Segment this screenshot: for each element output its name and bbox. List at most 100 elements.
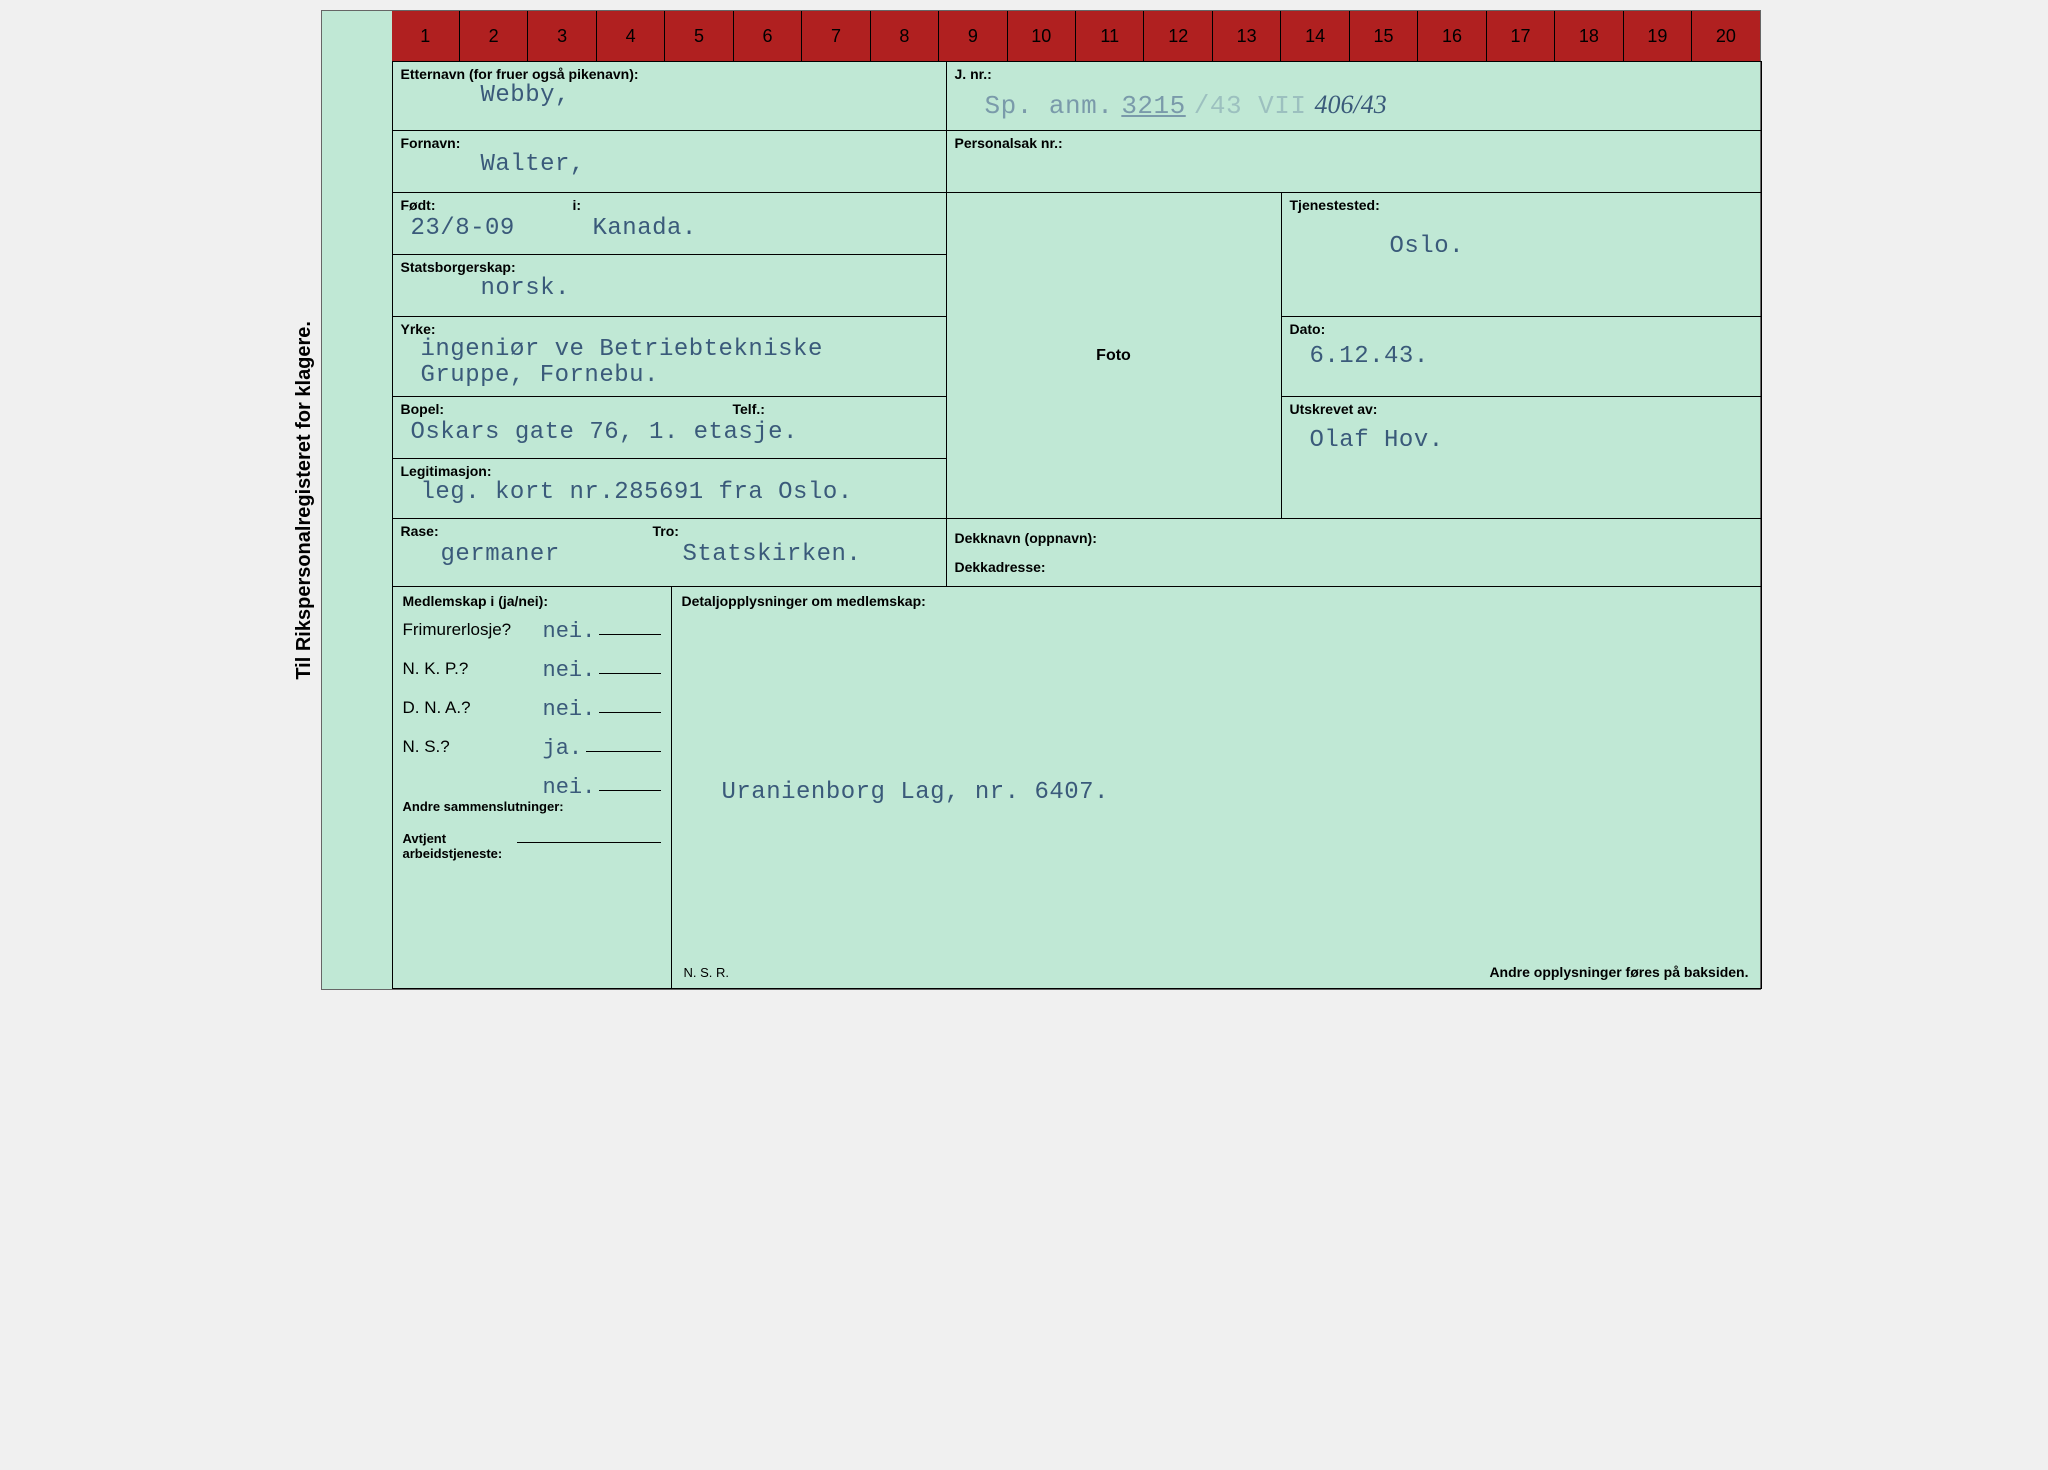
- field-fornavn: Fornavn: Walter,: [392, 131, 947, 193]
- value-dato: 6.12.43.: [1290, 337, 1753, 370]
- side-label: Til Rikspersonalregisteret for klagere.: [288, 311, 321, 690]
- label-ns: N. S.?: [403, 737, 543, 757]
- label-fodt: Født:: [401, 197, 436, 213]
- field-yrke: Yrke: ingeniør ve Betriebtekniske Gruppe…: [392, 317, 947, 397]
- field-utskrevet: Utskrevet av: Olaf Hov.: [1282, 397, 1762, 519]
- ruler-cell: 8: [871, 11, 939, 61]
- label-rase: Rase:: [401, 523, 439, 539]
- value-details-ns: Uranienborg Lag, nr. 6407.: [682, 609, 1751, 806]
- field-medlemskap: Medlemskap i (ja/nei): Frimurerlosje? ne…: [392, 587, 672, 989]
- label-foto: Foto: [1096, 347, 1131, 365]
- underline: [517, 842, 661, 843]
- value-ns: ja.: [543, 736, 583, 761]
- card-wrapper: Til Rikspersonalregisteret for klagere. …: [288, 10, 1761, 990]
- left-margin: [322, 61, 392, 989]
- label-legitimasjon: Legitimasjon:: [401, 463, 938, 479]
- label-dekkadresse: Dekkadresse:: [955, 559, 1753, 575]
- ruler-gap: [322, 11, 392, 61]
- field-dato: Dato: 6.12.43.: [1282, 317, 1762, 397]
- underline: [599, 673, 660, 674]
- label-jnr: J. nr.:: [955, 66, 1753, 82]
- field-jnr: J. nr.: Sp. anm. 3215 /43 VII 406/43: [947, 61, 1762, 131]
- registration-card: 1 2 3 4 5 6 7 8 9 10 11 12 13 14 15 16 1…: [321, 10, 1761, 990]
- value-nkp: nei.: [543, 658, 596, 683]
- label-yrke: Yrke:: [401, 321, 938, 337]
- label-telf: Telf.:: [733, 401, 765, 417]
- ruler-cell: 5: [665, 11, 733, 61]
- membership-row-andre-value: nei.: [403, 773, 661, 798]
- label-bopel: Bopel:: [401, 401, 445, 417]
- label-dna: D. N. A.?: [403, 698, 543, 718]
- label-nkp: N. K. P.?: [403, 659, 543, 679]
- label-nsr: N. S. R.: [684, 965, 730, 980]
- label-dekknavn: Dekknavn (oppnavn):: [955, 530, 1753, 546]
- value-frimurer: nei.: [543, 619, 596, 644]
- field-rase: Rase: Tro: germaner Statskirken.: [392, 519, 947, 587]
- rase-values-row: germaner Statskirken.: [401, 541, 938, 568]
- value-fodt: 23/8-09: [401, 215, 515, 242]
- field-details: Detaljopplysninger om medlemskap: Uranie…: [672, 587, 1762, 989]
- value-rase: germaner: [401, 541, 560, 568]
- field-dekknavn: Dekknavn (oppnavn): Dekkadresse:: [947, 519, 1762, 587]
- label-avtjent: Avtjent arbeidstjeneste:: [403, 832, 513, 861]
- jnr-content: Sp. anm. 3215 /43 VII 406/43: [955, 82, 1753, 121]
- ruler-cell: 1: [392, 11, 460, 61]
- ruler-cell: 19: [1624, 11, 1692, 61]
- ruler-cell: 18: [1555, 11, 1623, 61]
- underline: [599, 634, 660, 635]
- underline: [586, 751, 660, 752]
- jnr-suffix: /43 VII: [1194, 91, 1307, 121]
- field-fodt: Født: i: 23/8-09 Kanada.: [392, 193, 947, 255]
- label-utskrevet: Utskrevet av:: [1290, 401, 1753, 417]
- membership-row-ns: N. S.? ja.: [403, 734, 661, 759]
- field-etternavn: Etternavn (for fruer også pikenavn): Web…: [392, 61, 947, 131]
- value-dna: nei.: [543, 697, 596, 722]
- underline: [599, 712, 660, 713]
- field-tjenestested: Tjenestested: Oslo.: [1282, 193, 1762, 317]
- jnr-handwritten: 406/43: [1314, 90, 1386, 120]
- value-utskrevet: Olaf Hov.: [1290, 417, 1753, 454]
- label-tjenestested: Tjenestested:: [1290, 197, 1753, 213]
- ruler-cell: 2: [460, 11, 528, 61]
- label-footer: Andre opplysninger føres på baksiden.: [1489, 964, 1748, 980]
- membership-row-avtjent: Avtjent arbeidstjeneste:: [403, 832, 661, 861]
- ruler-cell: 9: [939, 11, 1007, 61]
- field-statsborgerskap: Statsborgerskap: norsk.: [392, 255, 947, 317]
- jnr-number: 3215: [1121, 91, 1185, 121]
- value-statsborgerskap: norsk.: [401, 275, 938, 302]
- membership-row-nkp: N. K. P.? nei.: [403, 656, 661, 681]
- label-statsborgerskap: Statsborgerskap:: [401, 259, 938, 275]
- membership-row-dna: D. N. A.? nei.: [403, 695, 661, 720]
- field-foto: Foto: [947, 193, 1282, 519]
- label-details: Detaljopplysninger om medlemskap:: [682, 593, 1751, 609]
- ruler-cell: 15: [1350, 11, 1418, 61]
- label-fornavn: Fornavn:: [401, 135, 938, 151]
- value-tro: Statskirken.: [683, 541, 862, 568]
- ruler-cell: 14: [1281, 11, 1349, 61]
- label-personalsak: Personalsak nr.:: [955, 135, 1753, 151]
- ruler-cell: 3: [528, 11, 596, 61]
- label-etternavn: Etternavn (for fruer også pikenavn):: [401, 66, 938, 82]
- label-frimurer: Frimurerlosje?: [403, 620, 543, 640]
- top-grid: Etternavn (for fruer også pikenavn): Web…: [392, 61, 1762, 193]
- ruler-cell: 10: [1008, 11, 1076, 61]
- bottom-grid: Medlemskap i (ja/nei): Frimurerlosje? ne…: [392, 587, 1762, 989]
- content-area: Etternavn (for fruer også pikenavn): Web…: [392, 61, 1762, 989]
- ruler-cell: 11: [1076, 11, 1144, 61]
- value-etternavn: Webby,: [401, 82, 938, 109]
- underline: [599, 790, 660, 791]
- value-yrke: ingeniør ve Betriebtekniske Gruppe, Forn…: [401, 337, 938, 390]
- jnr-prefix: Sp. anm.: [985, 91, 1114, 121]
- fodt-values-row: 23/8-09 Kanada.: [401, 215, 938, 242]
- ruler-cell: 20: [1692, 11, 1759, 61]
- field-bopel: Bopel: Telf.: Oskars gate 76, 1. etasje.: [392, 397, 947, 459]
- value-fornavn: Walter,: [401, 151, 938, 178]
- mid-grid: Født: i: 23/8-09 Kanada. Statsborgerskap…: [392, 193, 1762, 587]
- label-medlemskap: Medlemskap i (ja/nei):: [403, 593, 661, 609]
- ruler-cell: 7: [802, 11, 870, 61]
- membership-row-frimurer: Frimurerlosje? nei.: [403, 617, 661, 642]
- value-andre: nei.: [403, 775, 596, 800]
- value-tjenestested: Oslo.: [1290, 213, 1753, 260]
- ruler-cell: 13: [1213, 11, 1281, 61]
- ruler-cell: 17: [1487, 11, 1555, 61]
